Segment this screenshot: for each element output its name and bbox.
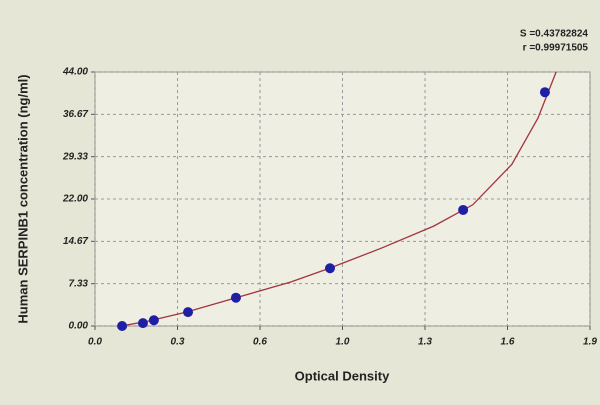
x-tick-label: 0.3 — [171, 337, 185, 348]
x-tick-label: 1.9 — [583, 337, 597, 348]
data-point — [148, 315, 159, 326]
x-tick-label: 0.6 — [253, 337, 267, 348]
fit-curve — [120, 71, 557, 327]
data-point — [230, 292, 241, 303]
y-tick-label: 22.00 — [62, 194, 88, 205]
x-tick-label: 1.6 — [501, 337, 515, 348]
data-point — [324, 263, 335, 274]
x-tick-label: 0.0 — [88, 337, 102, 348]
annotation: S =0.43782824 — [520, 29, 589, 40]
x-axis-title: Optical Density — [295, 368, 390, 383]
data-point — [117, 321, 128, 331]
x-tick-label: 1.0 — [336, 337, 350, 348]
annotation: r =0.99971505 — [523, 43, 589, 54]
y-tick-label: 36.67 — [63, 109, 88, 120]
x-tick-label: 1.3 — [418, 337, 432, 348]
y-axis-title: Human SERPINB1 concentration (ng/ml) — [15, 74, 30, 323]
data-point — [183, 307, 194, 318]
y-tick-label: 7.33 — [69, 278, 89, 289]
y-tick-label: 0.00 — [69, 321, 89, 332]
y-tick-label: 29.33 — [62, 151, 88, 162]
y-tick-label: 44.00 — [62, 67, 88, 78]
data-point — [137, 318, 148, 329]
data-point — [539, 87, 550, 98]
data-point — [458, 204, 469, 215]
y-tick-label: 14.67 — [63, 236, 88, 247]
